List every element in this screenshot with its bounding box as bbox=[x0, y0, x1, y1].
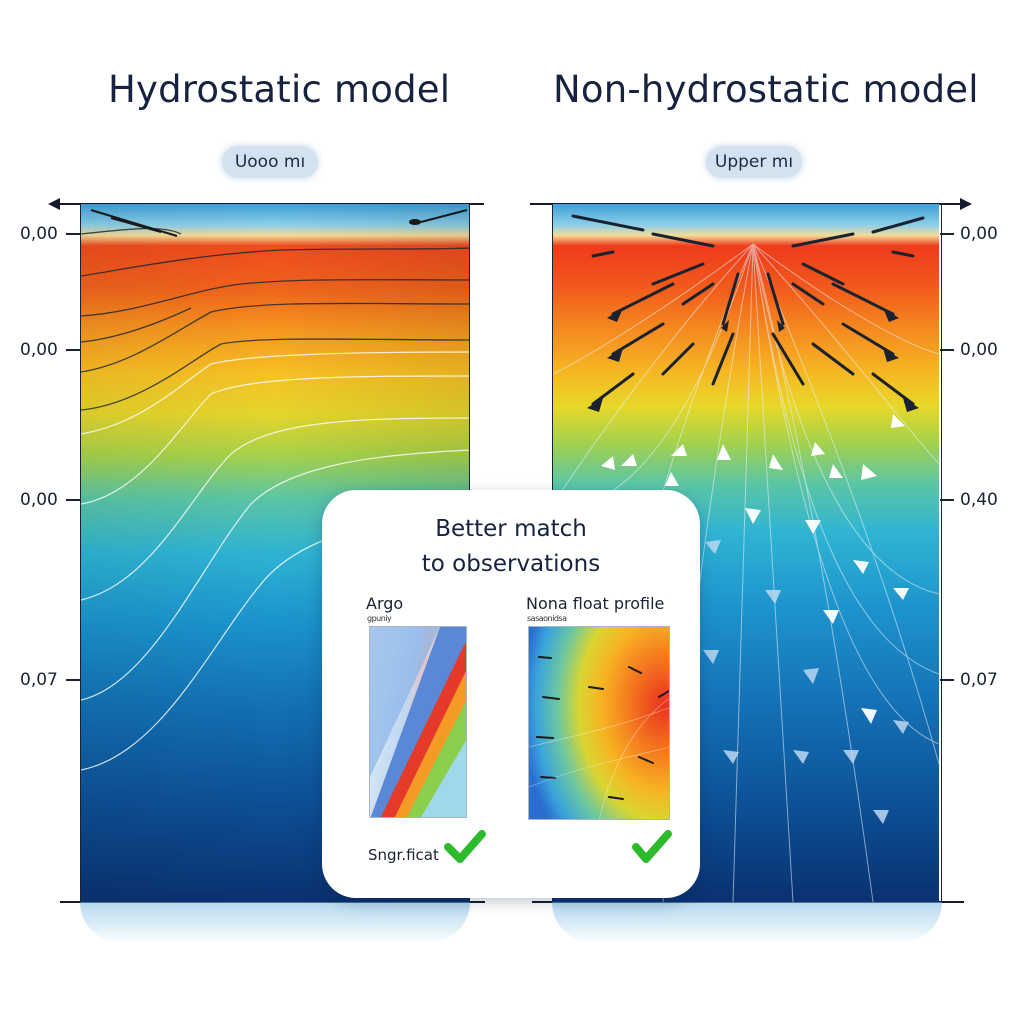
right-reflection bbox=[552, 902, 942, 942]
card-title-line-2: to observations bbox=[421, 551, 601, 577]
non-hydrostatic-title: Non-hydrostatic model bbox=[553, 68, 979, 111]
observations-card: Better match to observations Argo gpuniy bbox=[322, 490, 700, 898]
left-tick-2 bbox=[66, 349, 80, 351]
left-tick-1 bbox=[66, 233, 80, 235]
float-profile-thumbnail bbox=[528, 626, 670, 820]
right-tick-label-4: 0,07 bbox=[960, 670, 998, 690]
left-tick-label-3: 0,00 bbox=[20, 490, 58, 510]
right-depth-pill: Upper mı bbox=[706, 146, 802, 178]
hydrostatic-title: Hydrostatic model bbox=[108, 68, 451, 111]
argo-label: Argo bbox=[366, 594, 404, 613]
right-tick-label-3: 0,40 bbox=[960, 490, 998, 510]
card-title-line-1: Better match bbox=[435, 516, 587, 542]
right-tick-label-1: 0,00 bbox=[960, 224, 998, 244]
left-check-icon bbox=[444, 830, 486, 863]
left-tick-3 bbox=[66, 499, 80, 501]
right-tick-4 bbox=[940, 679, 954, 681]
card-title: Better match to observations bbox=[322, 512, 700, 582]
argo-profile-thumbnail bbox=[369, 626, 467, 818]
significant-label: Sngr.ficat bbox=[368, 846, 439, 864]
left-axis-arrow-icon bbox=[48, 198, 60, 210]
left-reflection bbox=[80, 902, 470, 942]
right-tick-3 bbox=[940, 499, 954, 501]
left-tick-label-4: 0,07 bbox=[20, 670, 58, 690]
left-tick-4 bbox=[66, 679, 80, 681]
right-axis-arrow-icon bbox=[960, 198, 972, 210]
right-tick-1 bbox=[940, 233, 954, 235]
float-profile-sublabel: sasaonidsa bbox=[527, 614, 567, 623]
left-tick-label-2: 0,00 bbox=[20, 340, 58, 360]
right-tick-label-2: 0,00 bbox=[960, 340, 998, 360]
left-depth-pill: Uooo mı bbox=[222, 146, 318, 178]
right-check-icon bbox=[632, 830, 672, 863]
left-tick-label-1: 0,00 bbox=[20, 224, 58, 244]
float-profile-label: Nona float profile bbox=[526, 594, 665, 613]
right-tick-2 bbox=[940, 349, 954, 351]
argo-sublabel: gpuniy bbox=[367, 614, 392, 623]
